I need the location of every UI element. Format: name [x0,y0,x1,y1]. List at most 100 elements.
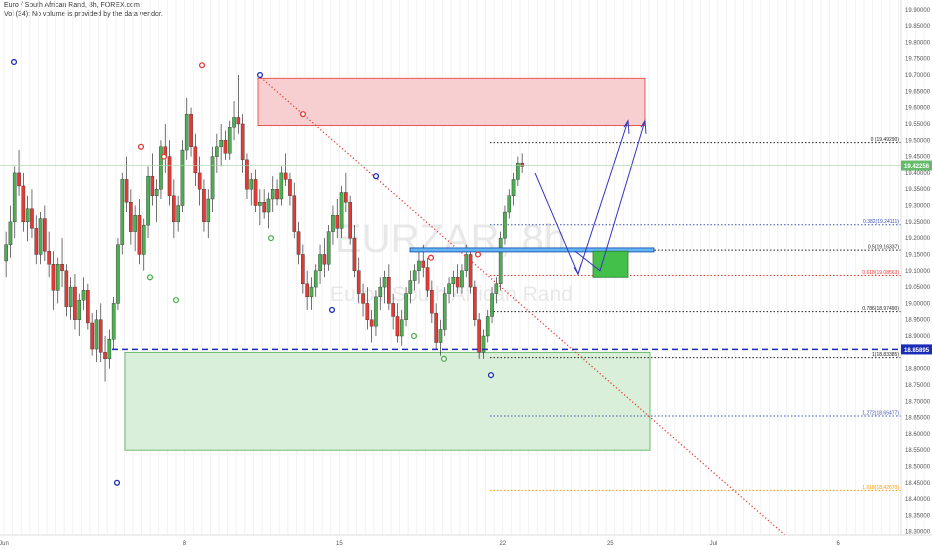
fib-level-label: 0 (19.49290) [871,137,900,143]
candle-body [421,260,426,268]
candle-body [249,179,254,190]
candle-body [275,189,279,200]
candle-body [137,215,142,255]
candle-body [64,270,69,307]
candle-body [215,146,219,157]
candles-layer [4,75,524,382]
price-axis[interactable]: 19.90000 19.85000 19.80000 19.75000 19.70000… [900,0,932,536]
candle-body [227,127,232,154]
price-tick-label: 18.80000 [905,367,931,373]
candle-body [292,195,297,232]
pivot-marker [328,306,336,313]
candle-body [356,270,361,294]
candle-body [34,228,39,255]
candle-body [120,179,125,245]
candle-body [150,175,155,196]
pivot-marker [267,235,275,242]
entry-box [592,250,629,278]
price-tick-label: 18.65000 [905,416,931,422]
candle-body [301,254,305,285]
time-tick-label: 25 [607,541,614,547]
candle-body [464,254,469,271]
candle-body [172,195,176,223]
candle-body [339,192,344,229]
candle-body [12,172,17,223]
price-tick-label: 18.90000 [905,334,931,340]
candle-body [288,179,292,196]
candle-body [223,140,228,154]
candle-body [412,270,417,281]
candle-body [4,244,8,262]
candle-body [55,264,60,291]
zones-layer [124,77,651,451]
candle-body [124,179,129,203]
candle-body [141,224,146,255]
candle-body [38,218,43,255]
candle-body [313,270,318,288]
candle-body [77,299,82,320]
price-tick-label: 19.85000 [905,24,931,30]
fib-level-label: 1(18.83385) [872,352,899,358]
price-tick-label: 18.70000 [905,399,931,405]
candle-body [98,319,103,353]
price-tick-label: 18.60000 [905,432,931,438]
descending-trendline [257,74,786,536]
fib-level-label: 1.272(18.65477) [862,411,899,417]
candle-body [258,202,262,206]
time-tick-label: 8 [183,541,187,547]
demand-zone [124,351,651,451]
candle-body [167,156,172,196]
candle-body [494,283,499,294]
candle-body [266,198,271,213]
candle-body [73,286,77,320]
price-tick-label: 19.45000 [905,155,931,161]
price-tick-label: 19.15000 [905,252,931,258]
candle-body [116,244,120,304]
price-tick-label: 19.75000 [905,57,931,63]
candle-body [240,123,245,161]
candle-body [296,231,301,255]
candle-body [516,162,520,180]
fib-level-label: 0.382(19.24111) [863,219,899,225]
candle-body [236,117,241,125]
candle-body [17,172,21,187]
candle-body [283,172,288,180]
candle-body [374,296,378,327]
candle-body [352,237,357,271]
chart-title: Euro / South African Rand, 8h, FOREX.com [4,2,140,9]
arrowhead-3 [573,264,582,276]
candle-body [460,270,464,288]
price-tick-label: 19.70000 [905,73,931,79]
arrowhead-2 [640,119,647,134]
support-price-tag [901,344,932,355]
pivot-marker [113,479,121,486]
candle-body [133,215,137,232]
candle-body [103,352,107,360]
candle-body [326,231,331,265]
candle-body [404,293,408,320]
price-tick-label: 19.65000 [905,89,931,95]
candle-body [507,195,512,213]
time-tick-label: 22 [499,541,506,547]
candle-body [202,189,206,223]
pivot-marker [256,71,264,79]
price-tick-label: 19.50000 [905,138,931,144]
pivot-marker [172,297,180,304]
candle-body [387,277,391,304]
price-tick-label: 19.05000 [905,285,931,291]
candle-body [455,277,460,288]
candle-body [503,211,507,239]
fibonacci-layer: 0 (19.49290) 0.382(19.24111) 0.5(19.16337)… [490,137,901,491]
time-tick-label: 6 [837,541,841,547]
time-axis[interactable]: Jun8152225Jul613202327Aug4710131720 [0,534,932,547]
candle-body [309,286,314,298]
price-tick-label: 19.20000 [905,236,931,242]
candle-body [159,146,163,190]
candle-body [47,250,51,265]
price-tick-label: 19.00000 [905,301,931,307]
candle-body [498,237,503,285]
candle-body [94,319,99,350]
watermark-symbol: EURZAR, 8h [335,217,566,261]
candle-body [408,280,413,294]
